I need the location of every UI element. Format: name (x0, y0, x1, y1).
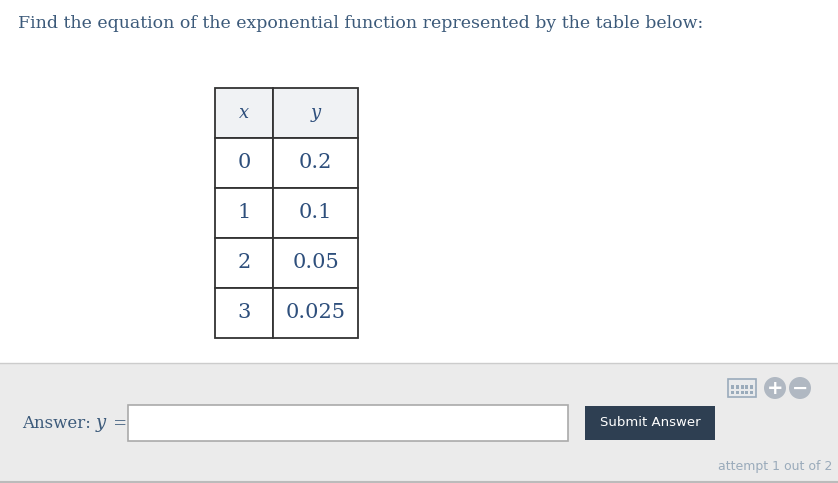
Text: 0.025: 0.025 (286, 303, 345, 323)
Bar (215, 88, 273, 138)
Text: 0.2: 0.2 (299, 154, 332, 172)
Text: attempt 1 out of 2: attempt 1 out of 2 (717, 460, 832, 473)
Bar (215, 138, 273, 188)
Text: Find the equation of the exponential function represented by the table below:: Find the equation of the exponential fun… (18, 15, 703, 32)
Bar (215, 188, 273, 238)
Bar (273, 238, 358, 288)
Text: 0: 0 (237, 154, 251, 172)
Bar (273, 288, 358, 338)
Text: −: − (792, 379, 808, 398)
Bar (215, 288, 273, 338)
Bar (745, 385, 748, 388)
Text: 0.1: 0.1 (299, 203, 332, 223)
Text: 1: 1 (237, 203, 251, 223)
Bar (750, 390, 753, 394)
Circle shape (789, 377, 811, 399)
Bar (731, 390, 734, 394)
Text: Submit Answer: Submit Answer (600, 416, 701, 429)
Text: +: + (767, 379, 784, 398)
Bar (728, 379, 756, 397)
Bar (731, 385, 734, 388)
Bar (273, 88, 358, 138)
Bar (741, 390, 743, 394)
Bar (750, 385, 753, 388)
Text: Answer:: Answer: (22, 414, 96, 431)
Bar (745, 390, 748, 394)
Text: y: y (310, 104, 321, 122)
Bar (736, 390, 739, 394)
Bar (273, 138, 358, 188)
Bar (128, 405, 568, 441)
Text: x: x (239, 104, 249, 122)
Bar (585, 406, 715, 440)
Text: =: = (108, 414, 127, 431)
Bar (0, 363, 838, 483)
Bar (273, 188, 358, 238)
Text: y: y (96, 414, 106, 432)
Circle shape (764, 377, 786, 399)
Text: 2: 2 (237, 254, 251, 272)
Text: 3: 3 (237, 303, 251, 323)
Bar (741, 385, 743, 388)
Bar (215, 238, 273, 288)
Text: 0.05: 0.05 (292, 254, 339, 272)
Bar (736, 385, 739, 388)
